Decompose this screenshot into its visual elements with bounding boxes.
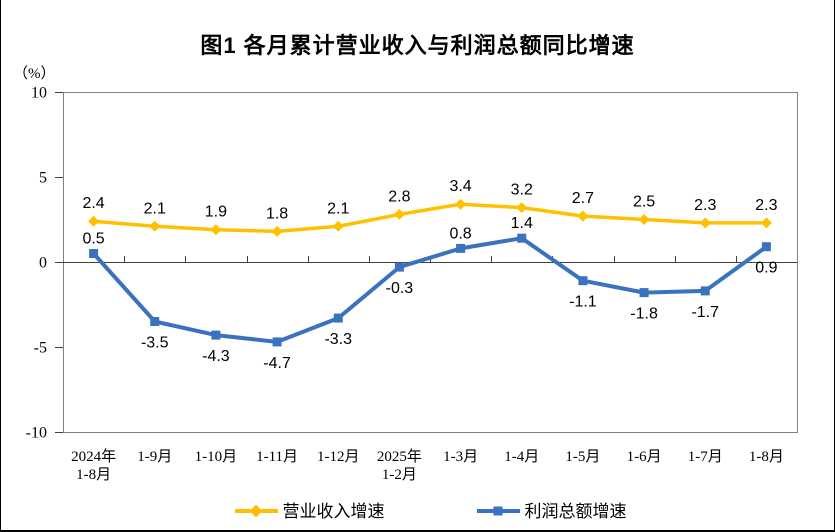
y-axis-label: 0 <box>39 255 47 272</box>
revenue-marker-diamond-icon <box>577 210 589 222</box>
profit-data-label: -4.7 <box>263 355 291 372</box>
profit-marker-square-icon <box>150 317 160 326</box>
revenue-marker-diamond-icon <box>760 217 772 229</box>
x-axis-label: 1-12月 <box>317 449 360 465</box>
revenue-data-label: 2.3 <box>755 197 777 214</box>
revenue-marker-diamond-icon <box>88 215 100 227</box>
y-axis-label: 5 <box>39 170 47 187</box>
x-axis-label: 1-10月 <box>195 449 238 465</box>
profit-data-label: 0.5 <box>82 231 104 248</box>
x-axis-label: 1-4月 <box>504 449 539 465</box>
revenue-data-label: 2.7 <box>572 190 594 207</box>
y-axis-label: 10 <box>31 85 47 102</box>
x-axis-label: 2025年 <box>377 448 422 465</box>
x-axis-label: 1-2月 <box>382 467 417 483</box>
revenue-marker-diamond-icon <box>332 220 344 232</box>
revenue-diamond-icon <box>249 504 263 518</box>
profit-marker-square-icon <box>333 313 343 323</box>
legend-item-revenue: 营业收入增速 <box>234 501 385 521</box>
revenue-data-label: 2.5 <box>633 194 655 211</box>
revenue-marker-diamond-icon <box>699 217 711 229</box>
revenue-marker-diamond-icon <box>516 202 528 214</box>
profit-marker-square-icon <box>700 286 710 296</box>
x-axis-label: 1-6月 <box>627 449 662 465</box>
profit-line-swatch <box>476 506 520 516</box>
profit-data-label: -1.8 <box>630 306 658 323</box>
x-axis-label: 1-7月 <box>688 449 723 465</box>
x-axis-label: 1-11月 <box>256 449 298 465</box>
profit-line <box>92 236 768 344</box>
revenue-data-label: 2.3 <box>694 197 716 214</box>
legend-item-profit: 利润总额增速 <box>476 501 627 521</box>
legend: 营业收入增速 利润总额增速 <box>14 498 834 524</box>
revenue-data-label: 3.4 <box>449 178 471 195</box>
profit-data-label: -4.3 <box>202 348 230 365</box>
x-axis-label: 1-3月 <box>443 449 478 465</box>
x-axis-label: 1-9月 <box>137 449 172 465</box>
revenue-data-label: 1.8 <box>266 205 288 222</box>
profit-data-label: 1.4 <box>511 215 533 232</box>
x-axis-label: 1-5月 <box>565 449 600 465</box>
revenue-data-label: 3.2 <box>511 182 533 199</box>
y-axis-unit-label: （%） <box>13 66 56 82</box>
revenue-marker-diamond-icon <box>455 198 467 210</box>
revenue-marker-diamond-icon <box>149 220 161 232</box>
profit-marker-square-icon <box>394 262 404 272</box>
profit-data-label: -3.3 <box>324 331 352 348</box>
x-axis-label: 1-8月 <box>749 449 784 465</box>
legend-label-profit: 利润总额增速 <box>524 501 627 521</box>
profit-marker-square-icon <box>761 242 771 252</box>
revenue-data-label: 2.8 <box>388 188 410 205</box>
x-axis-label: 2024年 <box>71 448 116 465</box>
profit-marker-square-icon <box>89 249 99 258</box>
profit-data-label: -3.5 <box>141 335 169 352</box>
profit-marker-square-icon <box>211 330 221 340</box>
revenue-data-label: 2.1 <box>327 200 349 217</box>
profit-square-icon <box>493 506 503 516</box>
legend-label-revenue: 营业收入增速 <box>282 501 385 521</box>
profit-data-label: 0.9 <box>755 260 777 277</box>
revenue-data-label: 2.1 <box>144 200 166 217</box>
profit-marker-square-icon <box>272 337 282 347</box>
x-axis-label: 1-8月 <box>76 467 111 483</box>
profit-marker-square-icon <box>639 288 649 298</box>
profit-data-label: -0.3 <box>386 280 414 297</box>
revenue-marker-diamond-icon <box>271 225 283 237</box>
revenue-marker-diamond-icon <box>638 214 650 225</box>
profit-data-label: -1.1 <box>569 294 597 311</box>
revenue-marker-diamond-icon <box>393 208 405 220</box>
chart-title: 图1 各月累计营业收入与利润总额同比增速 <box>200 33 635 58</box>
profit-data-label: 0.8 <box>449 225 471 242</box>
revenue-line-swatch <box>234 504 278 518</box>
profit-marker-square-icon <box>517 233 527 243</box>
revenue-data-label: 2.4 <box>82 195 104 212</box>
profit-marker-square-icon <box>456 243 466 253</box>
profit-marker-square-icon <box>578 276 588 286</box>
revenue-data-label: 1.9 <box>205 204 227 221</box>
profit-data-label: -1.7 <box>691 304 719 321</box>
revenue-line <box>93 202 767 234</box>
y-axis-label: -5 <box>34 340 47 357</box>
revenue-marker-diamond-icon <box>210 224 222 236</box>
y-axis-label: -10 <box>26 425 47 442</box>
